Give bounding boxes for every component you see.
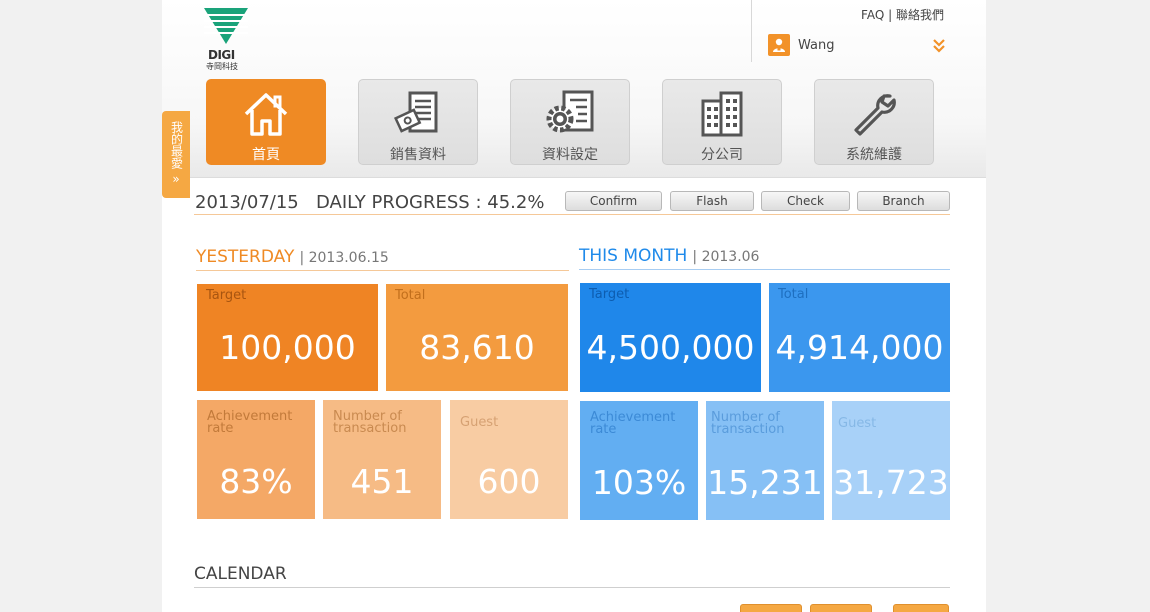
branch-button[interactable]: Branch (857, 191, 950, 211)
tile-value: 4,914,000 (775, 328, 944, 367)
tile-value: 4,500,000 (586, 328, 755, 367)
tile-value: 83,610 (419, 328, 535, 367)
yesterday-guest-tile: Guest 600 (450, 400, 568, 519)
top-links: FAQ | 聯絡我們 (861, 6, 944, 23)
tile-value: 31,723 (833, 463, 949, 502)
nav-system-maintenance-label: 系統維護 (846, 147, 902, 163)
calendar-today-button[interactable] (740, 604, 802, 612)
month-achievement-tile: Achievement rate 103% (580, 401, 698, 520)
nav-system-maintenance[interactable]: 系統維護 (814, 79, 934, 165)
calendar-period-button[interactable] (810, 604, 872, 612)
nav-sales-data-label: 銷售資料 (390, 147, 446, 163)
favorites-tab-label: 我的最愛 (169, 121, 184, 169)
tile-label: Guest (838, 416, 877, 431)
digi-logo-icon (204, 8, 248, 44)
favorites-tab[interactable]: 我的最愛 » (162, 111, 190, 198)
nav-data-settings-label: 資料設定 (542, 147, 598, 163)
page-container: DIGI 寺岡科技 FAQ | 聯絡我們 Wang (162, 0, 986, 612)
tile-label: Guest (460, 415, 499, 430)
tile-label: Number of transaction (333, 409, 407, 436)
tile-value: 451 (350, 462, 414, 501)
daily-progress-bar: 2013/07/15 DAILY PROGRESS : 45.2% Confir… (194, 191, 950, 215)
tile-label: Target (206, 288, 247, 303)
yesterday-title: YESTERDAY (196, 247, 295, 267)
nav-data-settings[interactable]: 資料設定 (510, 79, 630, 165)
tile-label: Achievement rate (590, 410, 676, 437)
user-name: Wang (798, 37, 835, 53)
month-guest-tile: Guest 31,723 (832, 401, 950, 520)
chevron-double-down-icon[interactable] (932, 38, 946, 54)
brand-name-cn: 寺岡科技 (206, 62, 238, 71)
month-total-tile: Total 4,914,000 (769, 283, 950, 392)
tile-label: Total (395, 288, 426, 303)
tile-value: 600 (477, 462, 541, 501)
calendar-title: CALENDAR (194, 564, 287, 584)
yesterday-transactions-tile: Number of transaction 451 (323, 400, 441, 519)
user-info[interactable]: Wang (768, 34, 834, 56)
month-target-tile: Target 4,500,000 (580, 283, 761, 392)
contact-link[interactable]: 聯絡我們 (895, 8, 944, 22)
yesterday-target-tile: Target 100,000 (197, 284, 378, 391)
header: DIGI 寺岡科技 FAQ | 聯絡我們 Wang (162, 0, 986, 178)
faq-link[interactable]: FAQ (861, 8, 885, 22)
link-separator: | (888, 8, 893, 22)
brand-name: DIGI (208, 48, 235, 62)
tile-label: Achievement rate (207, 409, 293, 436)
this-month-header: THIS MONTH | 2013.06 (579, 246, 950, 270)
home-icon (244, 93, 288, 136)
daily-progress-text: DAILY PROGRESS : 45.2% (316, 192, 545, 213)
sales-data-icon (393, 91, 438, 133)
header-divider (751, 0, 752, 62)
calendar-header: CALENDAR (194, 564, 950, 588)
nav-home[interactable]: 首頁 (206, 79, 326, 165)
check-button[interactable]: Check (761, 191, 850, 211)
yesterday-total-tile: Total 83,610 (386, 284, 568, 391)
this-month-title: THIS MONTH (579, 246, 688, 266)
month-transactions-tile: Number of transaction 15,231 (706, 401, 824, 520)
flash-button[interactable]: Flash (670, 191, 754, 211)
tile-label: Total (778, 287, 809, 302)
tile-value: 103% (591, 463, 687, 502)
user-avatar-icon (768, 34, 790, 56)
yesterday-header: YESTERDAY | 2013.06.15 (196, 247, 569, 271)
tile-value: 100,000 (219, 328, 356, 367)
branch-building-icon (701, 91, 743, 137)
yesterday-date: | 2013.06.15 (299, 250, 389, 266)
nav-branch[interactable]: 分公司 (662, 79, 782, 165)
confirm-button[interactable]: Confirm (565, 191, 662, 211)
nav-sales-data[interactable]: 銷售資料 (358, 79, 478, 165)
calendar-add-button[interactable] (893, 604, 949, 612)
data-settings-icon (546, 90, 594, 133)
nav-home-label: 首頁 (252, 147, 280, 163)
tile-label: Target (589, 287, 630, 302)
this-month-date: | 2013.06 (692, 249, 760, 265)
current-date: 2013/07/15 (195, 192, 299, 213)
tile-value: 15,231 (707, 463, 823, 502)
tile-label: Number of transaction (711, 410, 785, 437)
yesterday-achievement-tile: Achievement rate 83% (197, 400, 315, 519)
tile-value: 83% (219, 462, 293, 501)
company-logo[interactable]: DIGI 寺岡科技 (204, 8, 250, 71)
chevron-double-right-icon: » (172, 172, 180, 186)
wrench-icon (854, 94, 896, 136)
nav-branch-label: 分公司 (701, 147, 743, 163)
